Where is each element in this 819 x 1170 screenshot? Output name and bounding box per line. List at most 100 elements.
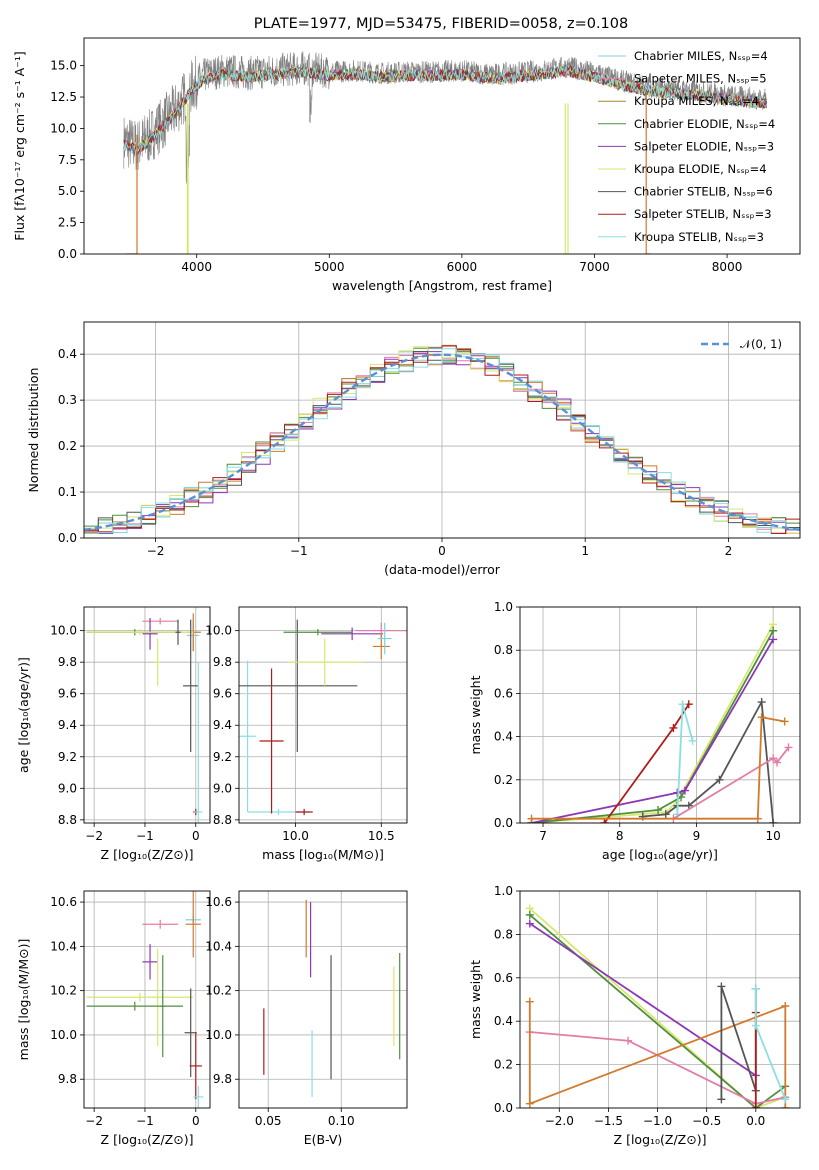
y-tick-label: 0.0 — [494, 1101, 513, 1115]
y-tick-label: 0.0 — [58, 531, 77, 545]
y-tick-label: 9.0 — [213, 781, 232, 795]
histogram-step — [84, 348, 800, 534]
y-tick-label: 10.0 — [50, 121, 77, 135]
y-tick-label: 1.0 — [494, 600, 513, 614]
errorbar-point — [189, 1032, 202, 1100]
legend-label: Kroupa MILES, Nₛₛₚ=4 — [634, 94, 759, 108]
plus-marker — [757, 698, 766, 707]
x-tick-label: −1.5 — [594, 1114, 623, 1128]
plus-marker — [780, 717, 789, 726]
plus-marker — [781, 1095, 790, 1104]
plus-marker — [678, 700, 687, 709]
legend-label: Salpeter ELODIE, Nₛₛₚ=3 — [634, 139, 774, 153]
y-tick-label: 0.8 — [494, 927, 513, 941]
y-tick-label: 0.6 — [494, 686, 513, 700]
y-tick-label: 12.5 — [50, 90, 77, 104]
errorbar-point — [160, 955, 166, 1058]
plus-marker — [784, 743, 793, 752]
x-tick-label: 10.0 — [282, 829, 309, 843]
plus-marker — [772, 758, 781, 767]
plus-marker — [525, 997, 534, 1006]
y-tick-label: 0.3 — [58, 393, 77, 407]
x-axis-label: Z [log₁₀(Z/Z⊙)] — [614, 1132, 707, 1147]
age-vs-mass-panel: 10.0 10.5 8.8 9.0 9.2 9.4 9.6 9.8 10.0 mass [log₁… — [205, 606, 408, 862]
weight-vs-Z-panel: −2.0 −1.5 −1.0 −0.5 0.0 0.0 0.2 0.4 0.6 0.8 1.0 Z [… — [468, 884, 801, 1147]
plus-marker — [680, 786, 689, 795]
x-tick-label: −1 — [136, 1114, 154, 1128]
x-axis-label: age [log₁₀(age/yr)] — [602, 847, 718, 862]
axes-frame — [519, 606, 801, 824]
errorbar-point — [142, 618, 158, 650]
plus-marker — [525, 919, 534, 928]
y-axis-label: mass weight — [468, 960, 483, 1039]
y-tick-label: 0.1 — [58, 485, 77, 499]
errorbar-point — [239, 619, 358, 753]
y-tick-label: 10.0 — [205, 1028, 232, 1042]
errorbar-point — [283, 629, 353, 636]
legend-label: Chabrier MILES, Nₛₛₚ=4 — [634, 49, 768, 63]
spectrum-dropout — [564, 103, 569, 254]
y-tick-label: 9.8 — [58, 655, 77, 669]
mass-weight-line — [642, 698, 775, 823]
plus-marker — [525, 910, 534, 919]
plus-marker — [717, 982, 726, 991]
x-tick-label: 7000 — [579, 260, 610, 274]
plot-area — [84, 344, 800, 534]
errorbar-point — [287, 638, 363, 686]
errorbar-point — [142, 944, 158, 980]
x-tick-label: −0.5 — [692, 1114, 721, 1128]
y-axis-label: mass [log₁₀(M/M⊙)] — [16, 939, 31, 1061]
mass-weight-line — [531, 716, 785, 820]
plot-area — [86, 613, 203, 823]
y-tick-label: 5.0 — [58, 184, 77, 198]
gaussian-curve — [84, 353, 800, 532]
x-tick-label: 8000 — [712, 260, 743, 274]
x-axis-label: (data-model)/error — [384, 562, 501, 577]
mass-weight-line — [754, 988, 787, 1100]
mass-weight-line — [531, 623, 774, 823]
plus-marker — [717, 1095, 726, 1104]
plus-marker — [673, 788, 682, 797]
y-tick-label: 10.0 — [50, 624, 77, 638]
y-axis-label: Flux [fλ10⁻¹⁷ erg cm⁻² s⁻¹ A⁻¹] — [12, 51, 27, 240]
y-tick-label: 10.4 — [205, 939, 232, 953]
x-tick-label: 0.05 — [255, 1114, 282, 1128]
spectrum-model-line — [123, 65, 767, 155]
y-axis-label: Normed distribution — [26, 368, 41, 493]
y-tick-label: 10.2 — [50, 984, 77, 998]
errorbar-point — [321, 627, 383, 641]
x-tick-label: 10 — [766, 829, 781, 843]
plot-area — [525, 904, 790, 1108]
x-tick-label: 5000 — [314, 260, 345, 274]
axes-frame — [519, 890, 801, 1109]
x-tick-label: 6000 — [447, 260, 478, 274]
spectrum-dropout — [645, 93, 651, 254]
x-tick-label: −1 — [136, 829, 154, 843]
x-axis-label: mass [log₁₀(M/M⊙)] — [262, 847, 384, 862]
x-axis-label: wavelength [Angstrom, rest frame] — [332, 278, 552, 293]
mass-weight-line — [529, 1031, 786, 1105]
plus-marker — [769, 819, 778, 823]
x-tick-label: 8 — [616, 829, 624, 843]
mass-weight-line — [528, 1001, 787, 1108]
x-axis-label: Z [log₁₀(Z/Z⊙)] — [101, 847, 194, 862]
legend-label: Chabrier STELIB, Nₛₛₚ=6 — [634, 185, 773, 199]
x-tick-label: 0 — [438, 544, 446, 558]
plus-marker — [600, 819, 609, 823]
y-tick-label: 10.4 — [50, 939, 77, 953]
plus-marker — [661, 810, 670, 819]
y-tick-label: 9.4 — [213, 718, 232, 732]
y-tick-label: 0.8 — [494, 643, 513, 657]
x-axis-label: Z [log₁₀(Z/Z⊙)] — [101, 1132, 194, 1147]
legend-label: Kroupa STELIB, Nₛₛₚ=3 — [634, 230, 764, 244]
y-tick-label: 10.2 — [205, 984, 232, 998]
mass-weight-line — [531, 638, 774, 823]
errorbar-point — [193, 1085, 204, 1108]
age-vs-Z-panel: −2 −1 0 8.8 9.0 9.2 9.4 9.6 9.8 10.0 Z [log₁₀(Z/Z⊙… — [16, 606, 211, 862]
spectrum-model-line — [123, 66, 767, 156]
errorbar-point — [155, 638, 161, 686]
mass-vs-ebv-panel: 0.05 0.10 9.8 10.0 10.2 10.4 10.6 E(B-V) — [205, 890, 408, 1147]
y-tick-label: 7.5 — [58, 153, 77, 167]
plus-marker — [751, 1104, 760, 1108]
